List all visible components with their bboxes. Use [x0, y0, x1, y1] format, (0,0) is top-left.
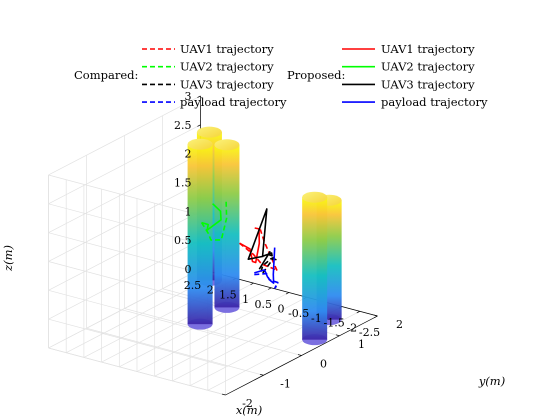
x-tick-mark — [285, 292, 290, 295]
gridline-floor-y — [86, 327, 264, 376]
z-tick-label: 1.5 — [174, 176, 192, 189]
trajectory-proposed-uav3 — [247, 208, 273, 270]
trajectory-compared-uav3 — [259, 255, 277, 275]
legend-entry-compared: UAV3 trajectory — [180, 77, 274, 91]
gridline-wall-x-z — [48, 124, 201, 205]
gridline-floor-y — [124, 308, 302, 356]
z-tick-label: 2 — [185, 148, 192, 161]
x-tick-mark — [356, 310, 360, 314]
x-tick-mark — [374, 315, 378, 318]
x-tick-label: -1 — [311, 312, 322, 325]
gridline-wall-y-z — [48, 318, 226, 367]
legend: Compared: Proposed: UAV1 trajectory UAV2 … — [74, 42, 488, 109]
y-tick-mark — [373, 314, 378, 317]
x-tick-label: 2 — [207, 284, 214, 297]
legend-entry-proposed: payload trajectory — [381, 95, 488, 109]
x-tick-label: 2.5 — [184, 279, 202, 292]
legend-entry-compared: payload trajectory — [180, 95, 287, 109]
y-tick-label: 2 — [396, 318, 403, 331]
x-tick-mark — [250, 282, 254, 285]
gridline-wall-x-z — [48, 268, 201, 349]
tick-labels: 2.5 2 1.5 1 0.5 0 -0.5 -1 -1.5 -2 -2.5-2-101200.51… — [174, 90, 403, 410]
trajectories — [200, 201, 279, 289]
gridline-wall-x-z — [48, 239, 201, 320]
legend-entry-compared: UAV2 trajectory — [180, 60, 274, 74]
y-tick-mark — [297, 354, 302, 356]
legend-entry-proposed: UAV3 trajectory — [381, 77, 475, 91]
obstacle-cylinder — [214, 139, 240, 313]
z-tick-label: 3 — [185, 90, 192, 103]
obstacle-cylinder — [187, 138, 213, 330]
x-tick-mark — [268, 287, 272, 290]
legend-entry-compared: UAV1 trajectory — [180, 42, 274, 56]
gridline-wall-x-z — [48, 153, 201, 233]
gridline-wall-y-z — [48, 347, 226, 396]
y-tick-label: 1 — [358, 338, 365, 351]
z-tick-label: 0.5 — [174, 234, 192, 247]
z-axis-label: z(m) — [1, 245, 15, 272]
y-tick-mark — [335, 334, 340, 337]
legend-compared-label: Compared: — [74, 68, 138, 82]
legend-entry-proposed: UAV2 trajectory — [381, 60, 475, 74]
gridline-wall-x-z — [48, 211, 201, 291]
z-tick-label: 1 — [185, 205, 192, 218]
z-tick-label: 0 — [185, 263, 192, 276]
x-tick-label: -2 — [346, 321, 357, 334]
z-tick-mark — [197, 124, 201, 127]
axis-labels: x(m) y(m) z(m) — [1, 245, 505, 417]
z-tick-label: 2.5 — [174, 119, 192, 132]
obstacles — [187, 126, 342, 346]
obstacle-cylinder — [302, 191, 328, 346]
y-tick-label: -1 — [280, 377, 291, 390]
x-tick-label: -2.5 — [359, 326, 380, 339]
x-axis-label: x(m) — [236, 403, 262, 417]
trajectory-compared-uav2 — [200, 201, 228, 241]
y-tick-mark — [259, 373, 264, 376]
gridline-wall-y-z — [48, 289, 226, 338]
legend-entry-proposed: UAV1 trajectory — [381, 42, 475, 56]
x-tick-label: -1.5 — [323, 317, 344, 330]
y-tick-mark — [221, 393, 226, 396]
legend-proposed-label: Proposed: — [287, 68, 345, 82]
x-tick-label: 0 — [278, 303, 285, 316]
trajectory-compared-payload — [254, 272, 279, 289]
x-tick-label: -0.5 — [288, 307, 309, 320]
gridline-wall-x-z — [48, 95, 201, 176]
x-tick-label: 0.5 — [255, 298, 273, 311]
y-axis-label: y(m) — [478, 374, 505, 388]
x-tick-label: 1 — [242, 293, 249, 306]
y-tick-label: -2 — [242, 397, 253, 410]
z-tick-mark — [197, 95, 201, 98]
gridline-wall-x-z — [48, 182, 201, 262]
x-tick-label: 1.5 — [219, 288, 237, 301]
y-tick-label: 0 — [320, 358, 327, 371]
